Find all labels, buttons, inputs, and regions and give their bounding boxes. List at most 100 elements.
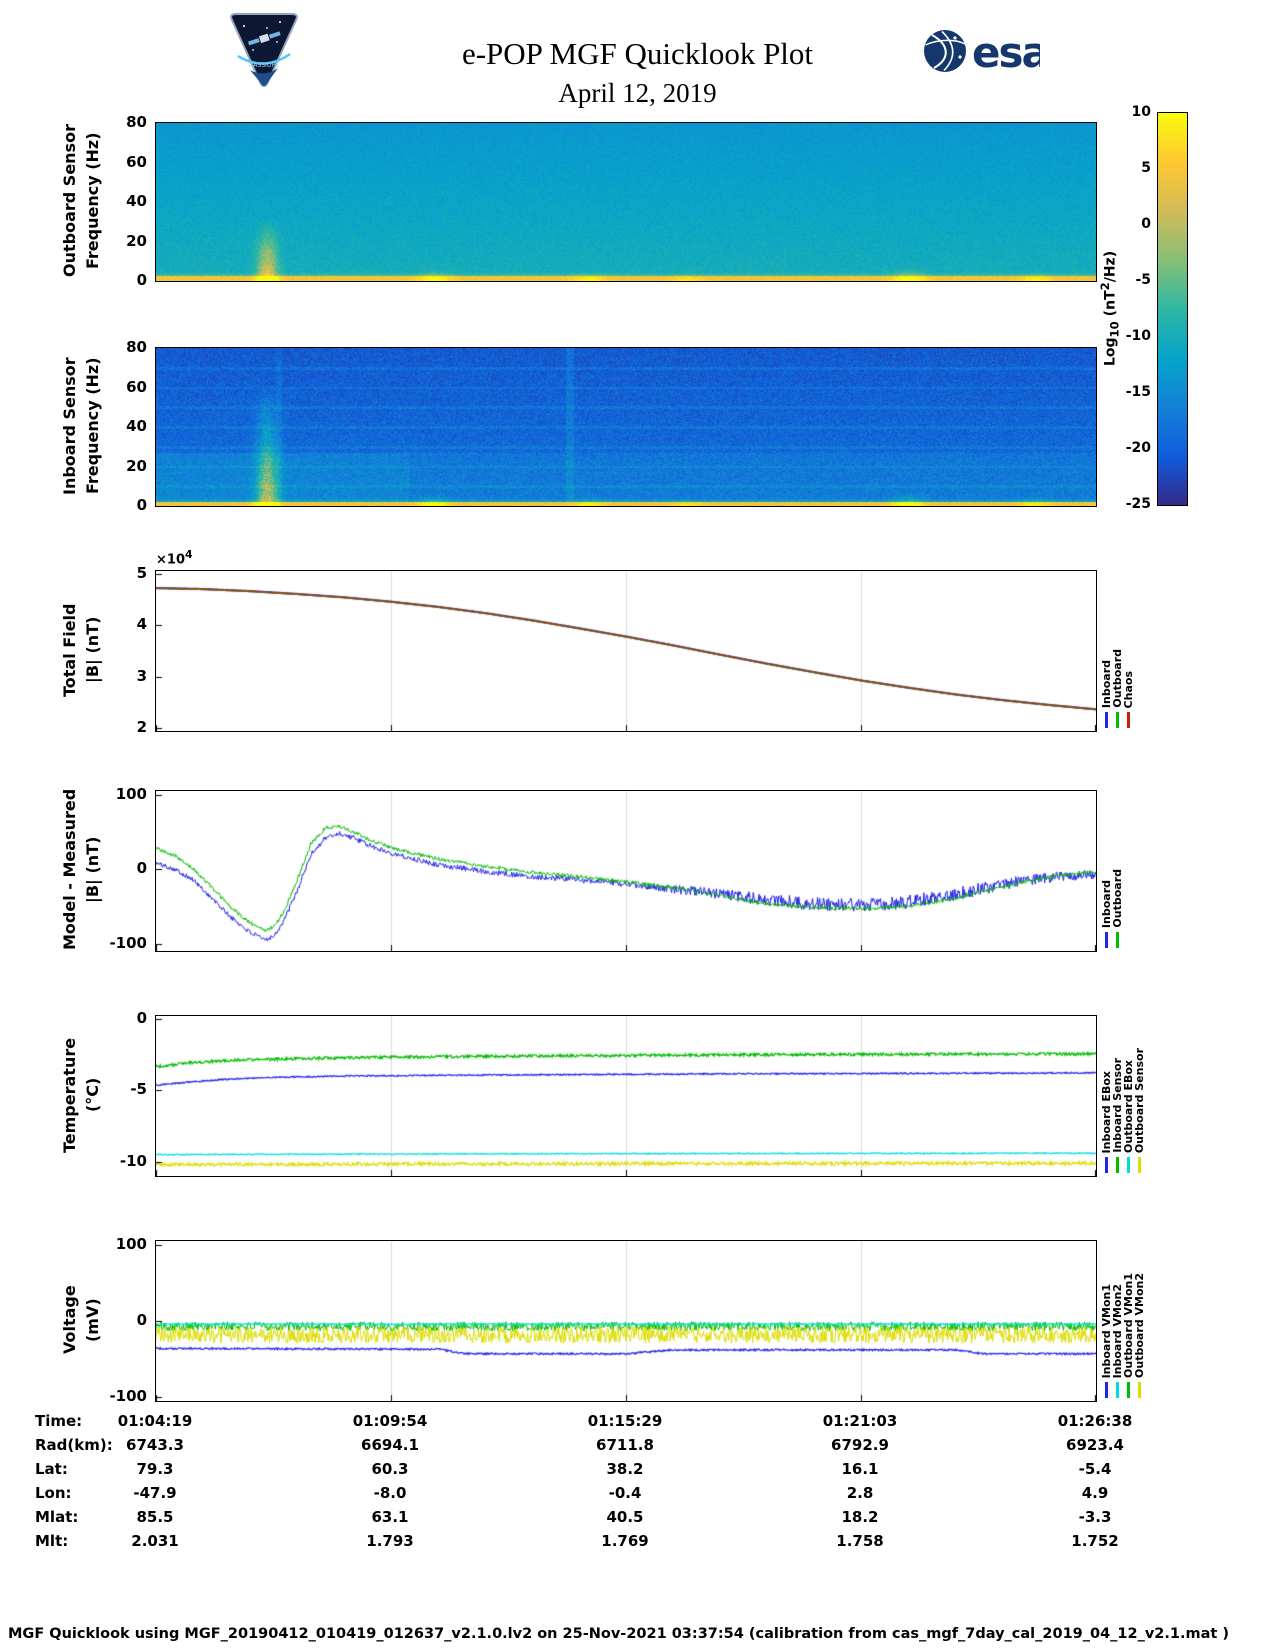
colorbar-tick-label: -5 [1135, 272, 1151, 288]
footer-cell: 40.5 [606, 1508, 644, 1526]
y-axis-label-voltage: Voltage (mV) [58, 1240, 108, 1400]
y-axis-label-outboard-spectrogram: Outboard Sensor Frequency (Hz) [58, 122, 108, 280]
legend-color-dash [1105, 1382, 1108, 1398]
y-tick-label: 100 [115, 785, 147, 803]
footer-row-label: Lat: [35, 1460, 68, 1478]
footer-cell: 63.1 [371, 1508, 409, 1526]
footer-cell: 01:15:29 [587, 1412, 663, 1430]
legend-temperature: Inboard EBox Inboard Sensor Outboard EBox O… [1100, 1015, 1146, 1175]
legend-model-measured: Inboard Outboard [1100, 790, 1124, 950]
model-measured-plot [155, 790, 1097, 952]
footer-cell: 2.8 [846, 1484, 874, 1502]
footer-row-label: Time: [35, 1412, 83, 1430]
legend-color-dash [1138, 1382, 1141, 1398]
ylabel-line: Model - Measured [60, 788, 79, 950]
y-axis-label-temperature: Temperature (°C) [58, 1015, 108, 1175]
y-tick-label: 5 [136, 564, 147, 582]
y-tick-label: 0 [136, 496, 147, 514]
footer-row-label: Rad(km): [35, 1436, 113, 1454]
y-tick-label: 2 [136, 718, 147, 736]
colorbar-tick-label: -10 [1125, 328, 1151, 344]
legend-color-dash [1105, 932, 1108, 948]
footer-cell: 01:21:03 [822, 1412, 898, 1430]
y-tick-label: 3 [136, 667, 147, 685]
y-axis-label-inboard-spectrogram: Inboard Sensor Frequency (Hz) [58, 347, 108, 505]
y-tick-label: 4 [136, 615, 147, 633]
colorbar-tick-label: -25 [1125, 496, 1151, 512]
y-tick-label: -10 [119, 1152, 147, 1170]
total-field-plot [155, 570, 1097, 732]
y-tick-label: 0 [136, 1009, 147, 1027]
outboard-spectrogram [155, 122, 1097, 282]
ylabel-line: Total Field [60, 603, 79, 697]
legend-color-dash [1127, 712, 1130, 728]
footer-table-row: Rad(km): 6743.3 6694.1 6711.8 6792.9 6923.4 [0, 1436, 1275, 1460]
legend-label: Outboard Sensor [1133, 1047, 1146, 1153]
footer-cell: 6711.8 [596, 1436, 654, 1454]
ylabel-line: |B| (nT) [83, 616, 102, 684]
footer-row-label: Lon: [35, 1484, 72, 1502]
legend-label: Chaos [1122, 670, 1135, 708]
footer-cell: 4.9 [1081, 1484, 1109, 1502]
footer-cell: -0.4 [608, 1484, 642, 1502]
footer-cell: 1.793 [366, 1532, 414, 1550]
legend-color-dash [1116, 932, 1119, 948]
footer-cell: -3.3 [1078, 1508, 1112, 1526]
footer-cell: -8.0 [373, 1484, 407, 1502]
temperature-plot [155, 1015, 1097, 1177]
ylabel-line: Frequency (Hz) [83, 357, 102, 495]
footer-cell: 01:04:19 [117, 1412, 193, 1430]
ylabel-line: Frequency (Hz) [83, 132, 102, 270]
esa-logo: esa [924, 28, 1040, 76]
legend-color-dash [1116, 1382, 1119, 1398]
legend-entry: Inboard VMon2 [1111, 1240, 1124, 1400]
footer-cell: 6792.9 [831, 1436, 889, 1454]
footer-cell: 85.5 [136, 1508, 174, 1526]
footer-cell: 18.2 [841, 1508, 879, 1526]
legend-color-dash [1116, 1157, 1119, 1173]
y-tick-label: 20 [126, 232, 147, 250]
footer-table-row: Mlt: 2.031 1.793 1.769 1.758 1.752 [0, 1532, 1275, 1556]
y-tick-label: -5 [130, 1080, 147, 1098]
colorbar-label: Log10 (nT2/Hz) [1098, 250, 1122, 366]
y-tick-label: 40 [126, 417, 147, 435]
voltage-plot [155, 1240, 1097, 1402]
footer-cell: 1.758 [836, 1532, 884, 1550]
legend-entry: Inboard EBox [1100, 1015, 1113, 1175]
ylabel-line: Temperature [60, 1037, 79, 1153]
legend-entry: Outboard [1111, 570, 1124, 730]
y-tick-label: 0 [136, 1311, 147, 1329]
legend-color-dash [1138, 1157, 1141, 1173]
footer-cell: 2.031 [131, 1532, 179, 1550]
colorbar [1157, 112, 1188, 506]
legend-entry: Outboard VMon1 [1122, 1240, 1135, 1400]
orbit-arc [237, 52, 291, 65]
legend-color-dash [1127, 1382, 1130, 1398]
y-axis-label-total-field: Total Field |B| (nT) [58, 570, 108, 730]
legend-voltage: Inboard VMon1 Inboard VMon2 Outboard VMon1… [1100, 1240, 1146, 1400]
y-tick-label: 40 [126, 192, 147, 210]
legend-entry: Chaos [1122, 570, 1135, 730]
footer-table-row: Mlat: 85.5 63.1 40.5 18.2 -3.3 [0, 1508, 1275, 1532]
footer-cell: 1.752 [1071, 1532, 1119, 1550]
legend-color-dash [1116, 712, 1119, 728]
footer-cell: 60.3 [371, 1460, 409, 1478]
footer-cell: -47.9 [133, 1484, 177, 1502]
footer-row-label: Mlat: [35, 1508, 79, 1526]
footer-cell: 38.2 [606, 1460, 644, 1478]
legend-entry: Inboard VMon1 [1100, 1240, 1113, 1400]
footer-cell: -5.4 [1078, 1460, 1112, 1478]
footer-cell: 16.1 [841, 1460, 879, 1478]
y-tick-label: 60 [126, 378, 147, 396]
colorbar-tick-label: 5 [1141, 160, 1151, 176]
total-field-exponent: ×104 [156, 548, 193, 568]
footer-row-label: Mlt: [35, 1532, 69, 1550]
ylabel-line: (mV) [83, 1298, 102, 1342]
plot-date: April 12, 2019 [558, 78, 717, 108]
footer-cell: 1.769 [601, 1532, 649, 1550]
y-tick-label: 100 [115, 1235, 147, 1253]
legend-label: Outboard [1111, 869, 1124, 928]
cassiope-logo-text: CASSIOPE [249, 62, 279, 69]
colorbar-tick-label: 10 [1131, 104, 1151, 120]
